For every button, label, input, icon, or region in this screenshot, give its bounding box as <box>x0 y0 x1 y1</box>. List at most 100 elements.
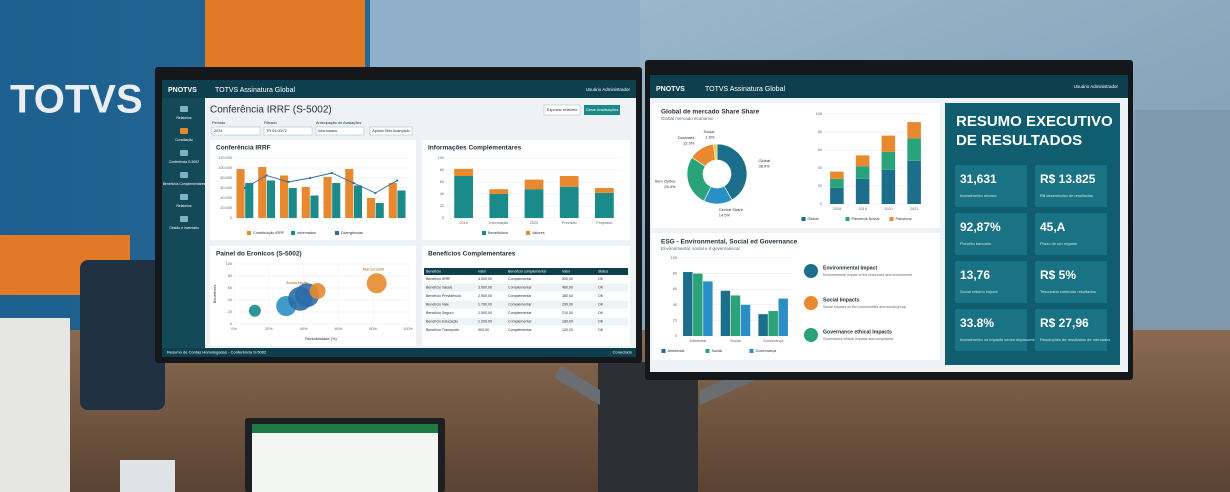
executive-title: DE RESULTADOS <box>956 132 1082 149</box>
table-cell: Complementar <box>508 294 532 298</box>
pen-cup <box>120 460 175 492</box>
legend-swatch <box>749 349 754 353</box>
kpi-card <box>1035 309 1107 351</box>
bar <box>595 188 614 193</box>
table-cell: Complementar <box>508 285 532 289</box>
filter-button <box>369 126 413 136</box>
bar <box>768 311 778 336</box>
pie-label: Cevhal Share <box>719 207 744 212</box>
bar <box>323 177 332 218</box>
bar <box>310 195 319 218</box>
x-tick-label: 40% <box>300 327 308 331</box>
kpi-card <box>1035 213 1107 255</box>
bar <box>236 169 245 218</box>
x-tick-label: Previsão <box>562 221 577 225</box>
bar <box>683 272 693 336</box>
legend-label: Parceiros <box>896 217 912 221</box>
analyze-button <box>584 105 620 115</box>
kpi-label: Tesouraria conteúdo resultados <box>1040 289 1096 294</box>
filter-value: 2024 <box>214 129 222 133</box>
table-cell: 290,00 <box>562 302 573 306</box>
y-tick-label: 80.000 <box>220 176 232 180</box>
bar <box>881 151 896 170</box>
bar <box>332 183 341 218</box>
legend-label: Valores <box>532 231 545 235</box>
kpi-card <box>955 213 1027 255</box>
x-tick-label: 2018 <box>833 207 841 211</box>
orange-panel <box>205 0 365 70</box>
kpi-value: R$ 27,96 <box>1040 316 1089 330</box>
bar <box>524 189 544 218</box>
app-title: TOTVS Assinatura Global <box>705 86 785 93</box>
status-text: Conectado <box>613 350 633 355</box>
bar <box>345 169 354 218</box>
chair <box>80 260 165 410</box>
y-tick-label: 100.000 <box>218 166 232 170</box>
y-tick-label: 40 <box>818 166 822 170</box>
kpi-card <box>955 261 1027 303</box>
monitor-stand <box>598 362 698 492</box>
y-tick-label: 80 <box>440 168 444 172</box>
filter-label: Antecipação de Avaliações <box>316 121 361 125</box>
legend-label: Beneficiário <box>488 231 508 235</box>
nav-icon <box>180 128 188 134</box>
bar <box>559 176 579 187</box>
bar <box>279 175 289 218</box>
bar <box>907 160 921 204</box>
y-tick-label: 80 <box>228 274 232 278</box>
esg-item-text: Social impacts on the communities and so… <box>823 305 906 309</box>
legend-swatch <box>247 231 251 235</box>
y-tick-label: 0 <box>442 216 444 220</box>
kpi-label: Social retorno impact <box>960 289 998 294</box>
bar <box>454 176 473 218</box>
table-cell: OK <box>598 319 604 323</box>
x-tick-label: 0% <box>231 327 237 331</box>
legend-swatch <box>889 217 894 221</box>
legend-label: Global <box>808 217 819 221</box>
export-button-label: Exportar relatório <box>547 107 578 112</box>
y-tick-label: 80 <box>673 272 677 276</box>
filter-value: Informados <box>318 129 337 133</box>
table-cell: OK <box>598 294 604 298</box>
pie-label: Doramed <box>678 135 694 140</box>
pie-label: Social <box>703 129 714 134</box>
y-tick-label: 20 <box>673 318 677 322</box>
table-cell: 210,00 <box>562 311 573 315</box>
esg-item-text: Environmental impact of the resources an… <box>823 273 912 277</box>
chart-subtitle: Global mercado economic <box>661 116 714 121</box>
table-cell: 180,00 <box>562 319 573 323</box>
table-cell: OK <box>598 285 604 289</box>
user-name: Usuário Administrador <box>586 87 631 92</box>
table-header: Valor <box>562 269 571 273</box>
kpi-label: R$ desembolso de resultados <box>1040 193 1093 198</box>
x-tick-label: 2021 <box>910 207 918 211</box>
table-row-bg <box>424 283 628 292</box>
bar <box>830 178 844 188</box>
pie-label: Sem Opões <box>654 178 675 183</box>
wall-sign: TOTVS <box>10 78 143 122</box>
bar <box>693 273 703 336</box>
bubble <box>366 273 387 294</box>
bar <box>907 122 921 139</box>
x-tick-label: Social <box>730 339 740 343</box>
nav-icon <box>180 216 188 222</box>
bubble <box>248 304 261 317</box>
x-tick-label: Ambiental <box>689 339 706 343</box>
panel <box>422 246 630 346</box>
y-tick-label: 20 <box>440 204 444 208</box>
kpi-value: 13,76 <box>960 268 990 282</box>
bar <box>489 189 509 194</box>
table-cell: Complementar <box>508 319 532 323</box>
analyze-button-label: Gerar Analisações <box>586 107 619 112</box>
y-tick-label: 0 <box>675 334 677 338</box>
table-cell: 4.500,00 <box>478 277 492 281</box>
y-tick-label: 40 <box>673 303 677 307</box>
legend-swatch <box>661 349 666 353</box>
page-title: Conferência IRRF (S-5002) <box>210 105 332 116</box>
bar <box>703 281 713 336</box>
table-cell: 460,00 <box>562 285 573 289</box>
table-cell: Complementar <box>508 311 532 315</box>
table-row-bg <box>424 317 628 326</box>
table-header: Valor <box>478 269 487 273</box>
bar <box>245 183 254 218</box>
